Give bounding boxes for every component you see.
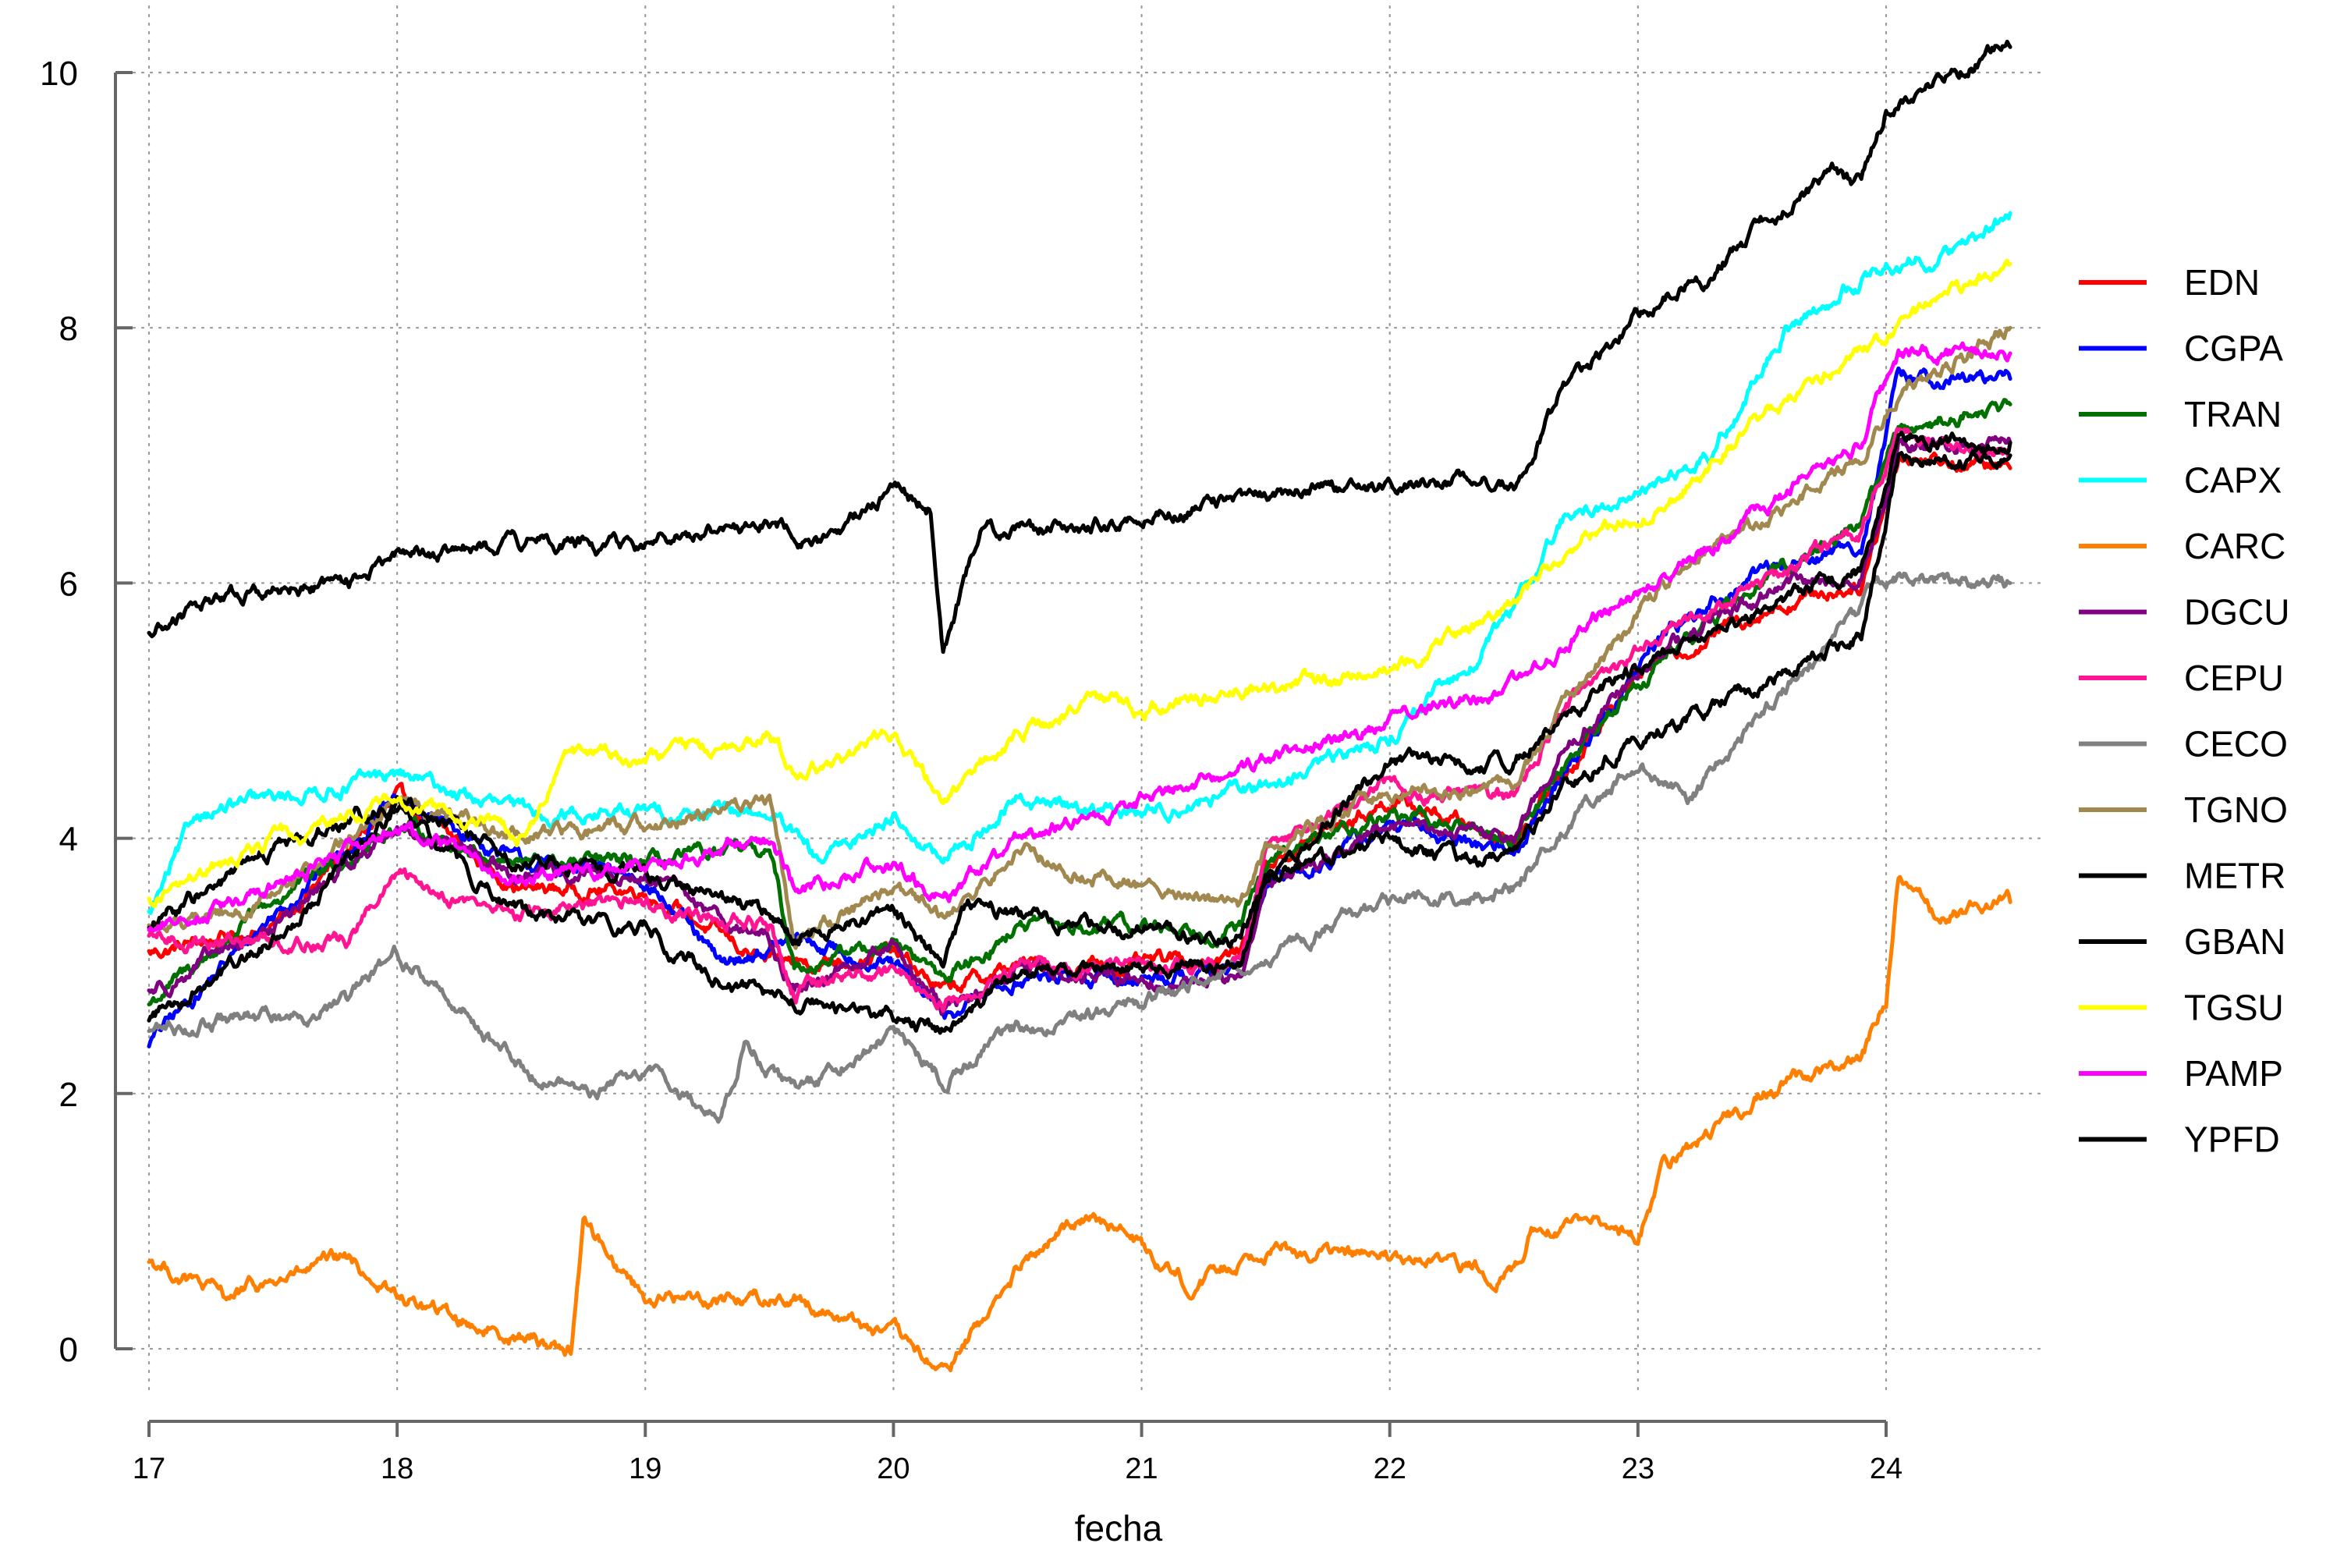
x-axis-label: fecha [1075,1508,1163,1548]
legend-label: CARC [2184,526,2285,566]
y-tick-label: 6 [59,565,78,603]
series-line-cepu [147,427,2012,1013]
y-tick-label: 0 [59,1331,78,1369]
series-line-ceco [147,571,2012,1124]
grid-lines [123,5,2044,1398]
legend-label: YPFD [2184,1119,2280,1160]
legend-label: CAPX [2184,460,2282,501]
x-tick-label: 21 [1125,1453,1158,1485]
legend-label: DGCU [2184,592,2289,633]
legend-label: PAMP [2184,1053,2283,1094]
legend: EDN CGPA TRAN CAPX CARC DGCU CEPU CECO TGNO METR G… [2079,262,2289,1160]
series-line-metr [147,449,2012,1035]
legend-label: GBAN [2184,921,2285,962]
y-tick-label: 2 [59,1076,78,1114]
x-tick-label: 17 [133,1453,165,1485]
series-line-carc [147,874,2012,1373]
x-tick-label: 23 [1622,1453,1654,1485]
series-lines [147,39,2012,1373]
series-line-ypfd [147,39,2012,655]
legend-label: TRAN [2184,394,2282,435]
axes [114,73,1886,1423]
y-tick-label: 4 [59,821,78,859]
legend-label: TGSU [2184,988,2284,1028]
x-tick-label: 22 [1374,1453,1406,1485]
legend-label: CEPU [2184,658,2284,698]
series-line-pamp [147,341,2012,933]
x-tick-label: 20 [877,1453,910,1485]
legend-label: CGPA [2184,328,2283,369]
x-tick-label: 24 [1870,1453,1902,1485]
series-line-tgsu [147,258,2012,908]
legend-label: CECO [2184,724,2288,764]
x-tick-label: 19 [629,1453,661,1485]
series-line-dgcu [147,435,2012,1016]
legend-label: EDN [2184,262,2260,303]
legend-label: TGNO [2184,789,2288,830]
series-line-tgno [147,325,2012,950]
series-line-capx [147,211,2012,915]
y-tick-label: 8 [59,310,78,348]
legend-label: METR [2184,856,2285,896]
y-tick-label: 10 [40,55,78,93]
x-tick-label: 18 [381,1453,413,1485]
